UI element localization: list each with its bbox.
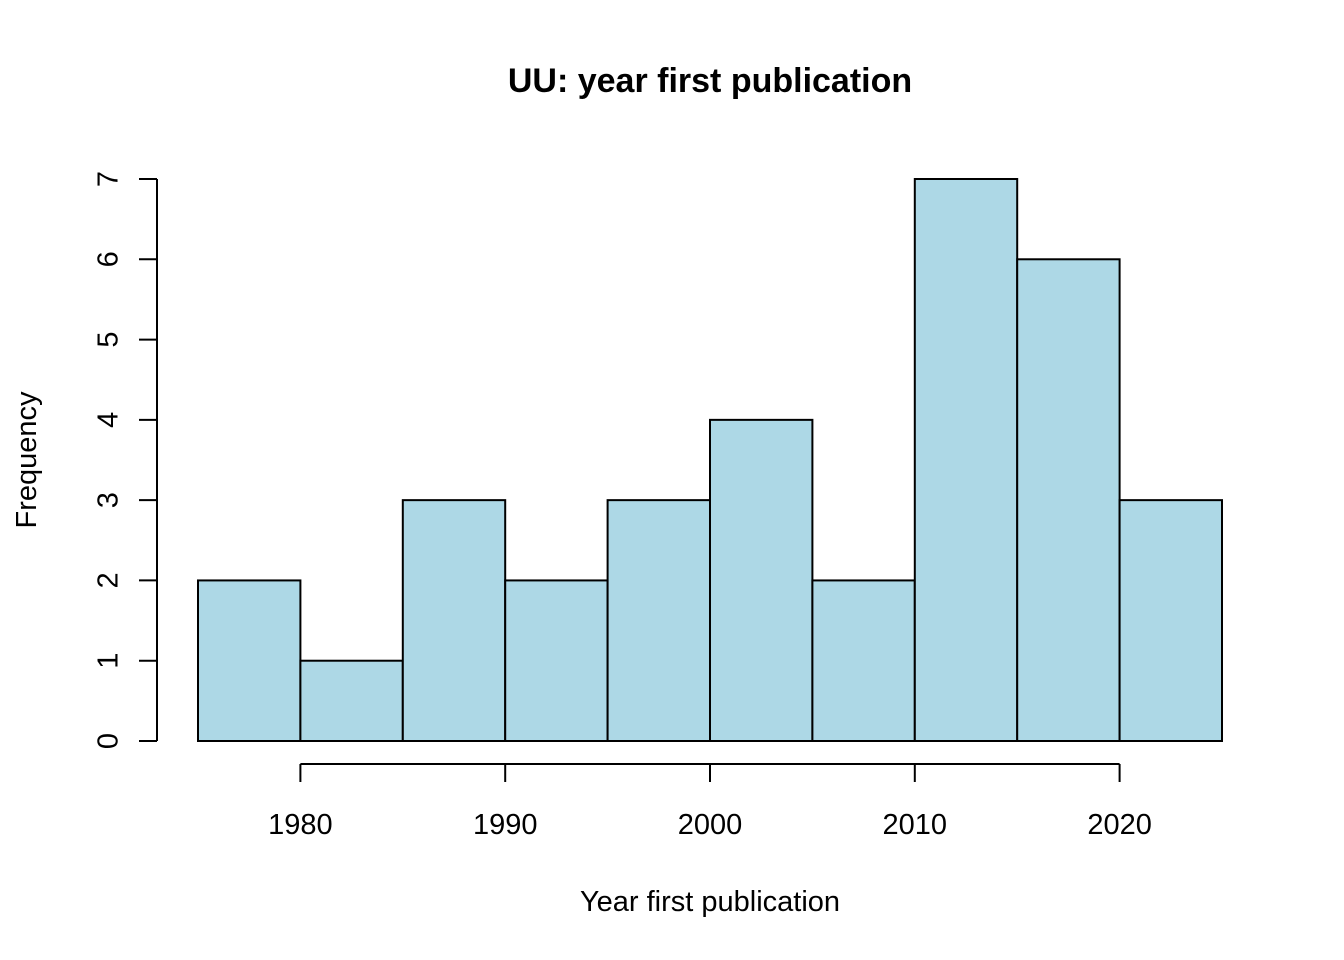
histogram-bar [811, 579, 916, 743]
bars-group [197, 178, 1223, 743]
histogram-bar [1118, 499, 1223, 742]
x-axis: 1980 1990 2000 2010 2020 [268, 763, 1152, 841]
histogram-bar [913, 178, 1019, 742]
y-tick-label: 6 [93, 251, 125, 267]
x-tick-label: 1980 [268, 809, 333, 841]
histogram-bar [709, 418, 814, 742]
y-tick-label: 1 [93, 653, 125, 669]
histogram-bar [401, 499, 507, 742]
y-tick-label: 4 [93, 412, 125, 428]
y-axis-label: Frequency [11, 391, 43, 529]
x-tick-label: 2020 [1087, 809, 1152, 841]
y-tick-label: 3 [93, 492, 125, 508]
y-tick-label: 5 [93, 332, 125, 348]
x-tick-label: 1990 [473, 809, 538, 841]
histogram-bar [1016, 258, 1121, 742]
y-tick-label: 7 [93, 171, 125, 187]
x-axis-label: Year first publication [580, 886, 840, 918]
histogram-bar [606, 499, 711, 742]
y-tick-label: 2 [93, 572, 125, 588]
y-tick-label: 0 [93, 733, 125, 749]
chart-title: UU: year first publication [508, 62, 912, 100]
y-axis: 0 1 2 3 4 5 6 7 [93, 171, 158, 749]
histogram-bar [504, 579, 609, 743]
histogram-bar [299, 659, 404, 743]
histogram-bar [197, 579, 302, 743]
x-tick-label: 2010 [883, 809, 948, 841]
x-tick-label: 2000 [678, 809, 743, 841]
